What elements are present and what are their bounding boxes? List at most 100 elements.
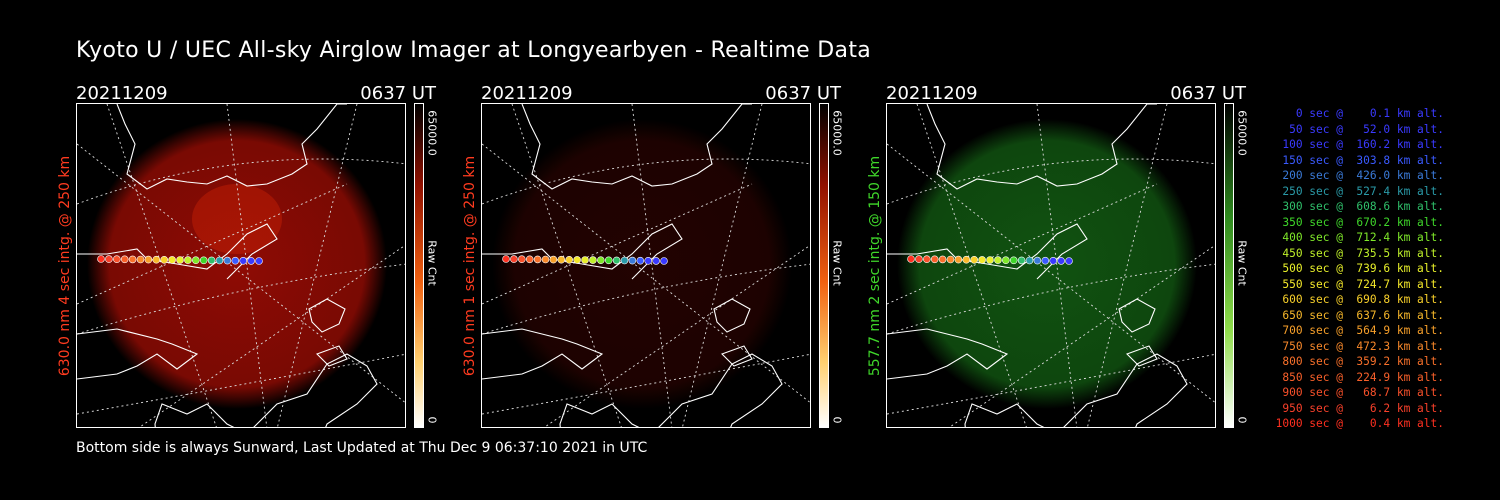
legend-entry: 150 sec @ 303.8 km alt. (1275, 153, 1444, 167)
trajectory-point (1057, 257, 1065, 265)
colorbar-unit-label: Raw Cnt (1235, 240, 1249, 286)
panel-time: 0637 UT (765, 83, 841, 104)
trajectory-point (962, 255, 971, 264)
trajectory-point (502, 255, 510, 263)
colorbar (414, 103, 424, 428)
colorbar-max-label: 65000.0 (830, 110, 844, 156)
legend-entry: 950 sec @ 6.2 km alt. (1275, 401, 1444, 415)
allsky-image (76, 103, 406, 428)
colorbar-min-label: 0 (1235, 416, 1249, 424)
trajectory-point (652, 257, 660, 265)
coastlines (482, 104, 783, 427)
trajectory-point (247, 257, 255, 265)
trajectory-point (1049, 257, 1057, 265)
trajectory-point (930, 255, 939, 264)
trajectory-point (1065, 257, 1073, 265)
legend-entry: 50 sec @ 52.0 km alt. (1275, 122, 1444, 136)
legend-entry: 400 sec @ 712.4 km alt. (1275, 231, 1444, 244)
legend-entry: 250 sec @ 527.4 km alt. (1275, 184, 1444, 198)
colorbar-max-label: 65000.0 (1235, 110, 1249, 156)
trajectory-point (922, 255, 931, 263)
legend-entry: 450 sec @ 735.5 km alt. (1275, 246, 1444, 260)
trajectory-point (255, 257, 263, 265)
trajectory-point (573, 256, 581, 264)
trajectory-point (160, 256, 168, 264)
legend-entry: 100 sec @ 160.2 km alt. (1275, 138, 1444, 151)
allsky-image (886, 103, 1216, 428)
trajectory-point (199, 256, 208, 265)
trajectory-point (660, 257, 668, 265)
legend-entry: 300 sec @ 608.6 km alt. (1275, 200, 1444, 213)
trajectory-point (541, 255, 550, 264)
satellite-trajectory (907, 255, 1073, 265)
page-title: Kyoto U / UEC All-sky Airglow Imager at … (76, 38, 872, 63)
imager-panel-1: 20211209 0637 UT 630.0 nm 4 sec intg. @ … (57, 83, 439, 428)
colorbar-min-label: 0 (830, 416, 844, 424)
trajectory-point (604, 256, 613, 265)
legend-entry: 850 sec @ 224.9 km alt. (1275, 370, 1444, 384)
trajectory-point (120, 255, 129, 264)
colorbar (1224, 103, 1234, 428)
panel-ylabel: 557.7 nm 2 sec intg. @ 150 km (867, 155, 883, 376)
trajectory-point (644, 257, 652, 265)
panel-time: 0637 UT (360, 83, 436, 104)
legend-entry: 350 sec @ 670.2 km alt. (1275, 215, 1444, 229)
graticule (77, 104, 405, 427)
trajectory-point (597, 256, 605, 264)
trajectory-point (907, 255, 915, 263)
trajectory-point (105, 255, 113, 263)
trajectory-point (168, 256, 176, 264)
trajectory-point (533, 255, 542, 264)
panel-ylabel: 630.0 nm 1 sec intg. @ 250 km (462, 155, 478, 376)
colorbar-max-label: 65000.0 (425, 110, 439, 156)
trajectory-point (612, 256, 621, 265)
legend-entry: 1000 sec @ 0.4 km alt. (1275, 417, 1444, 430)
colorbar (819, 103, 829, 428)
trajectory-legend: 0 sec @ 0.1 km alt. 50 sec @ 52.0 km alt… (1262, 106, 1452, 432)
trajectory-point (1009, 256, 1018, 265)
colorbar-unit-label: Raw Cnt (425, 240, 439, 286)
trajectory-point (978, 256, 986, 264)
trajectory-point (1033, 256, 1042, 265)
trajectory-point (144, 255, 153, 264)
trajectory-point (215, 256, 224, 265)
trajectory-point (239, 257, 247, 265)
coastlines (77, 104, 378, 427)
trajectory-point (136, 255, 145, 264)
legend-entry: 750 sec @ 472.3 km alt. (1275, 339, 1444, 353)
trajectory-point (946, 255, 955, 264)
trajectory-point (549, 255, 558, 264)
update-footer: Bottom side is always Sunward, Last Upda… (76, 440, 648, 456)
panel-date: 20211209 (76, 83, 168, 104)
legend-entry: 600 sec @ 690.8 km alt. (1275, 293, 1444, 306)
coastlines (887, 104, 1188, 427)
trajectory-point (994, 256, 1002, 264)
legend-entry: 800 sec @ 359.2 km alt. (1275, 355, 1444, 368)
trajectory-point (152, 255, 161, 264)
trajectory-point (1017, 256, 1026, 265)
graticule (482, 104, 810, 427)
trajectory-point (1025, 256, 1034, 265)
trajectory-point (192, 256, 200, 264)
trajectory-point (1002, 256, 1010, 264)
trajectory-point (510, 255, 518, 263)
panel-time: 0637 UT (1170, 83, 1246, 104)
trajectory-point (223, 256, 232, 265)
trajectory-point (970, 256, 978, 264)
trajectory-point (1041, 256, 1050, 265)
panel-date: 20211209 (481, 83, 573, 104)
trajectory-point (207, 256, 216, 265)
trajectory-point (97, 255, 105, 263)
trajectory-point (565, 256, 573, 264)
trajectory-point (112, 255, 121, 263)
trajectory-point (184, 256, 192, 264)
trajectory-point (589, 256, 597, 264)
trajectory-point (954, 255, 963, 264)
legend-entry: 200 sec @ 426.0 km alt. (1275, 169, 1444, 182)
trajectory-point (231, 256, 240, 265)
graticule (887, 104, 1215, 427)
trajectory-point (128, 255, 137, 264)
trajectory-point (986, 256, 994, 264)
legend-entry: 700 sec @ 564.9 km alt. (1275, 324, 1444, 337)
legend-entry: 0 sec @ 0.1 km alt. (1275, 107, 1444, 120)
